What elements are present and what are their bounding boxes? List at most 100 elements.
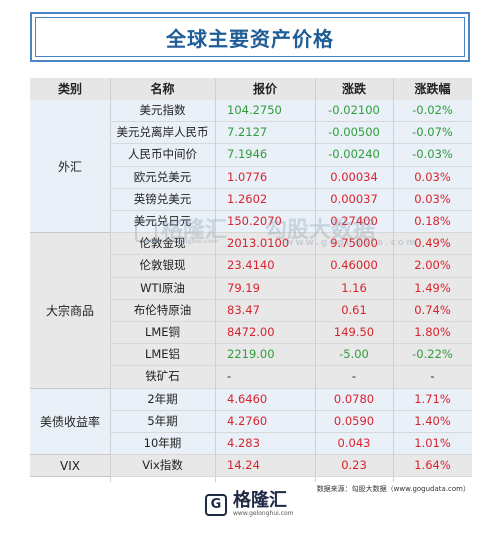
header-change: 涨跌	[341, 82, 366, 96]
asset-name: WTI原油	[140, 280, 185, 295]
asset-name: LME铜	[144, 325, 181, 339]
header-pct: 涨跌幅	[414, 82, 451, 96]
asset-pct: 2.00%	[414, 258, 451, 273]
logo-mark: G	[205, 493, 227, 516]
asset-pct: 0.18%	[414, 214, 451, 228]
asset-change: -5.00	[339, 347, 369, 362]
group-band	[30, 100, 472, 234]
table-row: 铁矿石 - - -	[110, 366, 472, 389]
asset-price: 4.283	[227, 436, 260, 450]
title-inner-border	[35, 17, 465, 57]
asset-name: LME铝	[144, 347, 181, 362]
group-label: VIX	[30, 455, 110, 478]
table-row: LME铜 8472.00 149.50 1.80%	[110, 322, 472, 345]
asset-price: 150.2070	[227, 214, 282, 228]
asset-name: 英镑兑美元	[133, 191, 192, 206]
table-row: 人民币中间价 7.1946 -0.00240 -0.03%	[110, 144, 472, 167]
column-divider	[215, 78, 216, 482]
asset-name: Vix指数	[142, 458, 183, 473]
table-header: 类别 名称 报价 涨跌 涨跌幅	[30, 78, 472, 101]
table-row: Vix指数 14.24 0.23 1.64%	[110, 455, 472, 478]
asset-pct: -0.07%	[412, 125, 453, 140]
table-row: 伦敦金现 2013.0100 9.75000 0.49%	[110, 233, 472, 256]
asset-pct: -0.02%	[412, 103, 453, 117]
asset-price: 4.6460	[227, 391, 268, 406]
asset-price: -	[227, 369, 232, 384]
table-row: 英镑兑美元 1.2602 0.00037 0.03%	[110, 189, 472, 211]
group-label: 美债收益率	[30, 389, 110, 456]
table-row: 美元兑离岸人民币 7.2127 -0.00500 -0.07%	[110, 122, 472, 145]
column-divider	[393, 78, 394, 482]
group-band	[30, 388, 472, 456]
asset-pct: 0.03%	[414, 169, 451, 184]
asset-price: 104.2750	[227, 103, 282, 117]
asset-pct: -0.22%	[412, 347, 453, 362]
asset-name: 5年期	[147, 413, 178, 428]
table-row: WTI原油 79.19 1.16 1.49%	[110, 278, 472, 300]
title-box: 全球主要资产价格	[30, 12, 470, 62]
asset-change: 1.16	[341, 280, 367, 295]
asset-pct: -0.03%	[412, 147, 453, 162]
table-row: 欧元兑美元 1.0776 0.00034 0.03%	[110, 167, 472, 189]
asset-pct: 0.49%	[414, 236, 451, 251]
logo-site: www.gelonghui.com	[233, 510, 294, 517]
asset-change: 0.00034	[330, 169, 378, 184]
asset-price-table: 类别 名称 报价 涨跌 涨跌幅 外汇 大宗商品 美债收益率 VIX 美元指数 104.27…	[30, 78, 472, 482]
asset-name: 2年期	[147, 391, 178, 406]
asset-change: 0.61	[341, 302, 367, 317]
asset-change: -	[351, 369, 357, 384]
column-divider	[315, 78, 316, 482]
asset-change: 149.50	[333, 325, 375, 339]
header-name: 名称	[150, 82, 175, 96]
asset-change: 0.00037	[330, 191, 378, 206]
asset-price: 83.47	[227, 302, 260, 317]
asset-price: 14.24	[227, 458, 260, 473]
asset-pct: 1.64%	[414, 458, 451, 473]
logo-name: 格隆汇	[233, 490, 287, 511]
asset-pct: 0.03%	[414, 191, 451, 206]
asset-pct: 1.49%	[414, 280, 451, 295]
table-row: 美元指数 104.2750 -0.02100 -0.02%	[110, 100, 472, 123]
asset-name: 伦敦金现	[139, 236, 186, 251]
group-band	[30, 233, 472, 389]
table-row: LME铝 2219.00 -5.00 -0.22%	[110, 344, 472, 367]
asset-price: 7.2127	[227, 125, 268, 140]
asset-change: -0.00240	[328, 147, 380, 162]
group-label: 大宗商品	[30, 233, 110, 389]
asset-change: 0.27400	[330, 214, 378, 228]
asset-name: 美元指数	[139, 103, 186, 117]
group-label: 外汇	[30, 100, 110, 234]
header-category: 类别	[57, 82, 82, 96]
asset-change: -0.02100	[328, 103, 380, 117]
asset-name: 伦敦银现	[139, 258, 186, 273]
asset-pct: 0.74%	[414, 302, 451, 317]
table-row: 伦敦银现 23.4140 0.46000 2.00%	[110, 255, 472, 278]
asset-price: 1.0776	[227, 169, 268, 184]
asset-price: 8472.00	[227, 325, 275, 339]
table-row: 2年期 4.6460 0.0780 1.71%	[110, 389, 472, 411]
page-title: 全球主要资产价格	[166, 26, 334, 51]
asset-name: 布伦特原油	[133, 302, 192, 317]
asset-pct: -	[430, 369, 435, 384]
asset-price: 2219.00	[227, 347, 275, 362]
asset-pct: 1.40%	[414, 413, 451, 428]
source-note: 数据来源：勾股大数据（www.gogudata.com）	[316, 485, 470, 493]
logo: G 格隆汇 www.gelonghui.com	[205, 492, 294, 517]
asset-change: 0.23	[341, 458, 367, 473]
asset-name: 美元兑日元	[133, 214, 192, 228]
asset-change: 9.75000	[330, 236, 378, 251]
asset-name: 美元兑离岸人民币	[116, 125, 209, 140]
table-row: 美元兑日元 150.2070 0.27400 0.18%	[110, 211, 472, 234]
asset-change: 0.46000	[330, 258, 378, 273]
asset-change: 0.0780	[333, 391, 375, 406]
table-row: 5年期 4.2760 0.0590 1.40%	[110, 411, 472, 433]
asset-price: 79.19	[227, 280, 260, 295]
asset-name: 10年期	[143, 436, 182, 450]
table-row: 布伦特原油 83.47 0.61 0.74%	[110, 300, 472, 322]
asset-pct: 1.80%	[414, 325, 451, 339]
asset-change: 0.0590	[333, 413, 375, 428]
group-band	[30, 455, 472, 478]
asset-price: 23.4140	[227, 258, 275, 273]
asset-price: 7.1946	[227, 147, 268, 162]
table-row: 10年期 4.283 0.043 1.01%	[110, 433, 472, 456]
